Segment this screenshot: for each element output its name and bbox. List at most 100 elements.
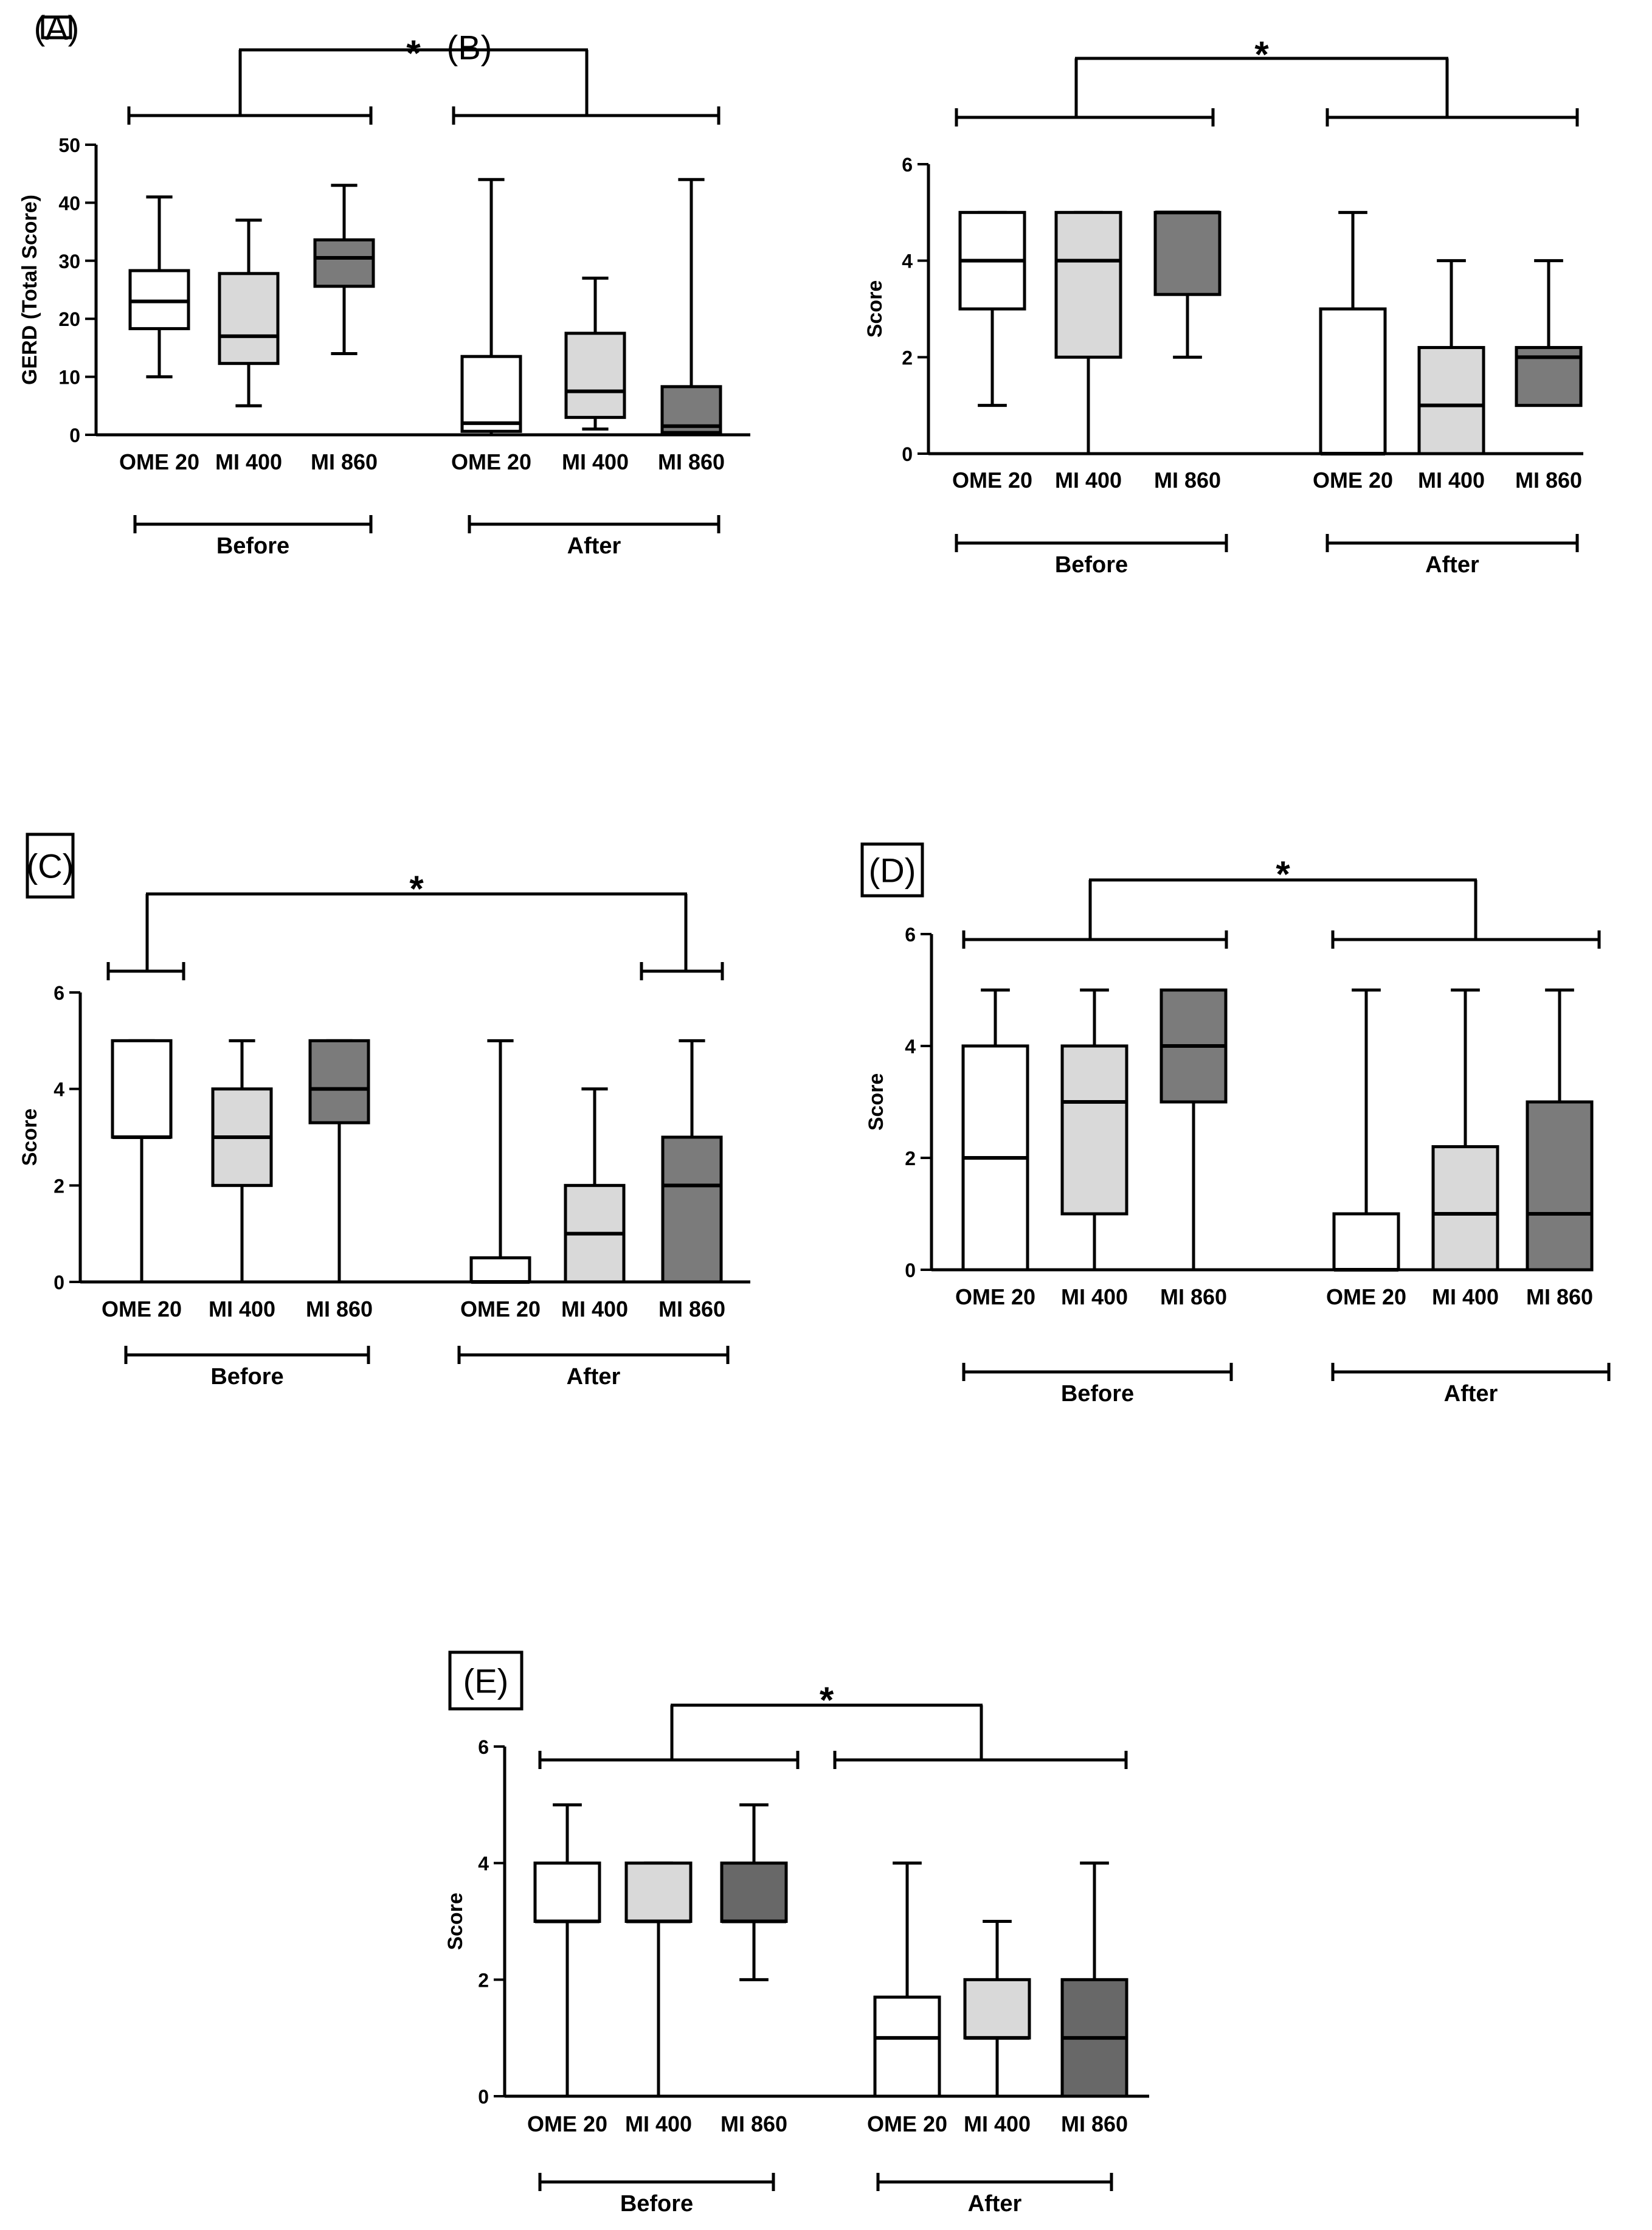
box-before-mi860	[1160, 988, 1228, 1272]
box-after-mi860	[661, 1039, 723, 1284]
panel-label-box	[860, 842, 924, 898]
group-label-before: Before	[620, 2191, 693, 2217]
category-label: MI 400	[625, 2111, 692, 2136]
y-tick-label: 6	[905, 924, 916, 946]
box-iqr	[1319, 307, 1387, 455]
category-label: MI 860	[311, 449, 378, 474]
group-bar-after	[876, 2173, 1113, 2191]
box-iqr	[469, 1256, 531, 1284]
category-label: OME 20	[1326, 1284, 1406, 1309]
box-iqr	[218, 272, 280, 365]
panel-label-box	[448, 1650, 524, 1711]
panel-a: (A) 0 10 20 30 40 50 GERD (Total Score) OME 20 MI…	[18, 9, 750, 559]
category-label: MI 860	[306, 1297, 373, 1321]
significance-bracket: *	[955, 34, 1579, 126]
y-tick-label: 2	[902, 347, 913, 369]
box-after-mi400	[1417, 259, 1485, 455]
significance-group-bar-0	[538, 1751, 800, 1769]
panel-label: (C)	[27, 847, 74, 885]
box-after-mi400	[564, 276, 626, 431]
group-label-before: Before	[216, 533, 289, 559]
category-label: MI 400	[215, 449, 282, 474]
category-label: OME 20	[1313, 468, 1393, 493]
panel-label-box	[26, 833, 75, 899]
box-iqr	[720, 1861, 788, 1924]
category-label: OME 20	[102, 1297, 182, 1321]
box-iqr	[460, 355, 522, 433]
category-label: MI 400	[562, 449, 629, 474]
panel-label: (D)	[869, 851, 916, 890]
y-tick-label: 20	[58, 308, 80, 330]
group-label-before: Before	[1055, 552, 1128, 578]
y-tick-label: 50	[58, 134, 80, 156]
box-before-mi400	[211, 1039, 273, 1284]
significance-group-bar-1	[1331, 930, 1601, 949]
significance-bracket: *	[127, 33, 721, 125]
group-label-before: Before	[210, 1364, 283, 1390]
significance-group-bar-0	[127, 106, 373, 125]
box-iqr	[111, 1039, 173, 1139]
significance-star: *	[1276, 854, 1290, 895]
group-bar-after	[1331, 1363, 1611, 1381]
group-bar-after	[468, 515, 721, 533]
significance-star: *	[406, 33, 421, 74]
y-axis-title: Score	[865, 1073, 888, 1131]
category-label: MI 400	[561, 1297, 628, 1321]
y-axis: 0 2 4 6	[905, 924, 933, 1281]
category-label: OME 20	[952, 468, 1032, 493]
category-label: OME 20	[451, 449, 531, 474]
box-iqr	[1153, 210, 1222, 296]
group-label-after: After	[1444, 1381, 1498, 1407]
y-axis-title: Score	[18, 1109, 41, 1166]
y-axis: 0 2 4 6	[902, 154, 930, 465]
box-after-mi400	[1431, 988, 1499, 1272]
y-axis: 0 2 4 6	[54, 982, 82, 1293]
box-after-mi860	[1526, 988, 1594, 1272]
panel-label: (B)	[447, 29, 492, 67]
group-label-after: After	[567, 1364, 621, 1390]
box-iqr	[661, 1135, 723, 1284]
significance-group-bar-1	[1325, 108, 1579, 126]
group-label-after: After	[567, 533, 621, 559]
significance-star: *	[820, 1680, 834, 1720]
category-label: MI 860	[1154, 468, 1221, 493]
box-iqr	[1332, 1212, 1400, 1272]
y-tick-label: 0	[478, 2086, 489, 2108]
y-tick-label: 6	[54, 982, 64, 1004]
panel-b: (B) 0 2 4 6 Score OME 20 MI 400 MI 860 OME 20 MI 4…	[447, 29, 1583, 578]
box-after-ome20	[1332, 988, 1400, 1272]
box-iqr	[873, 1995, 941, 2098]
box-after-ome20	[873, 1861, 941, 2098]
box-iqr	[1431, 1145, 1499, 1272]
group-bar-before	[133, 515, 373, 533]
box-iqr	[624, 1861, 693, 1924]
category-label: MI 400	[1061, 1284, 1128, 1309]
y-tick-label: 2	[54, 1175, 64, 1197]
group-label-before: Before	[1061, 1381, 1134, 1407]
category-label: MI 860	[1526, 1284, 1593, 1309]
box-after-mi400	[564, 1087, 626, 1284]
y-tick-label: 4	[902, 251, 913, 272]
significance-bracket: *	[962, 854, 1601, 949]
box-after-mi860	[1515, 259, 1583, 407]
y-tick-label: 4	[905, 1036, 916, 1058]
significance-group-bar-0	[955, 108, 1215, 126]
y-axis-title: Score	[444, 1892, 467, 1950]
box-iqr	[1060, 1044, 1128, 1216]
category-label: MI 400	[209, 1297, 275, 1321]
box-before-mi400	[1054, 210, 1122, 455]
significance-star: *	[409, 868, 424, 909]
category-label: OME 20	[955, 1284, 1035, 1309]
category-label: OME 20	[119, 449, 199, 474]
y-tick-label: 40	[58, 192, 80, 214]
y-axis-title: Score	[863, 280, 886, 338]
panel-label-box	[41, 15, 72, 40]
category-label: OME 20	[527, 2111, 607, 2136]
significance-group-bar-0	[962, 930, 1228, 949]
group-bar-after	[457, 1346, 730, 1364]
box-iqr	[308, 1039, 370, 1124]
box-before-mi860	[720, 1803, 788, 1981]
box-before-mi400	[1060, 988, 1128, 1272]
y-axis: 0 2 4 6	[478, 1736, 506, 2108]
